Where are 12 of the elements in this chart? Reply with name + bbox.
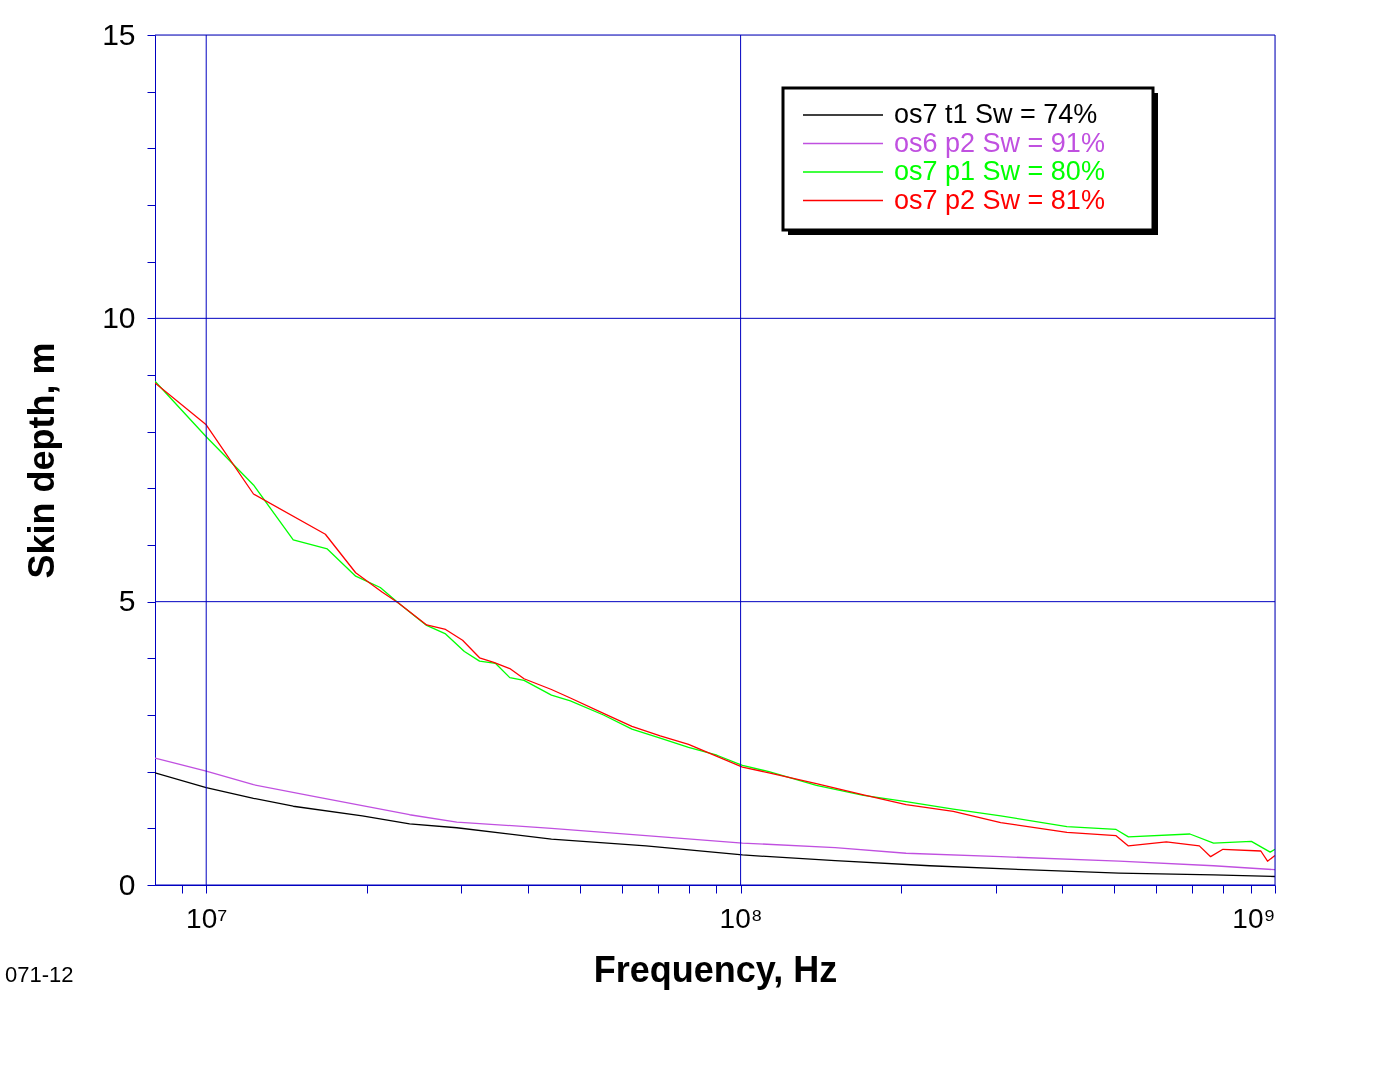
text: 071-12 (5, 962, 74, 987)
x-tick-label: 10⁸ (719, 902, 763, 934)
x-axis-title: Frequency, Hz (593, 948, 838, 990)
y-tick-label: 10 (102, 300, 136, 334)
x-tick-label: 10⁹ (1232, 902, 1276, 934)
y-tick-label: 0 (118, 867, 136, 901)
legend-label: os6 p2 Sw = 91% (894, 127, 1105, 158)
y-tick-label: 15 (102, 17, 136, 51)
legend-label: os7 t1 Sw = 74% (894, 99, 1098, 129)
y-axis-title: Skin depth, m (21, 342, 63, 579)
x-tick-label: 10⁷ (186, 902, 228, 934)
y-tick-label: 5 (118, 584, 136, 618)
